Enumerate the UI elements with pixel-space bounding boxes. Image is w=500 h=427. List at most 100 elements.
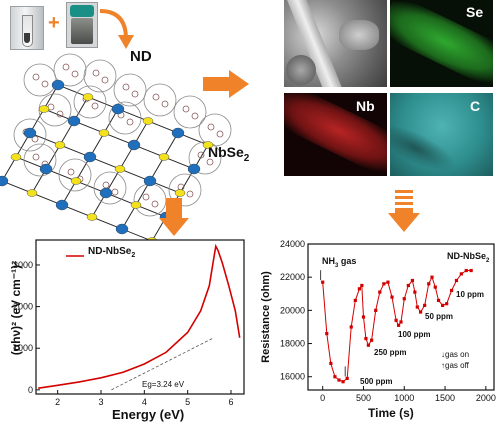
se-atom xyxy=(38,105,50,113)
sens-point xyxy=(396,323,401,327)
se-atom xyxy=(146,237,158,240)
sens-point xyxy=(410,278,415,283)
nb-atom xyxy=(187,163,201,175)
tauc-xlabel: Energy (eV) xyxy=(112,407,185,422)
sensing-conc-500: 500 ppm xyxy=(360,377,393,386)
sensing-conc-10: 10 ppm xyxy=(456,290,485,299)
nb-atom xyxy=(111,103,125,115)
nd-particle xyxy=(198,113,232,147)
nd-ring xyxy=(101,76,109,84)
sens-ytick-label: 22000 xyxy=(280,272,305,282)
nbse2-nd-structure-diagram xyxy=(0,53,232,240)
nb-atom xyxy=(67,115,81,127)
nd-ring xyxy=(151,200,159,208)
right-arrow xyxy=(203,70,249,98)
sens-point xyxy=(406,283,410,288)
sens-point xyxy=(341,380,345,384)
nd-ring xyxy=(67,168,75,176)
nb-atom xyxy=(171,127,185,139)
nd-particle xyxy=(108,101,142,135)
tauc-xtick-label: 5 xyxy=(185,397,190,407)
nd-ring xyxy=(152,93,160,101)
nd-ring xyxy=(161,100,169,108)
nb-atom xyxy=(127,139,141,151)
sens-point xyxy=(378,290,382,294)
se-atom xyxy=(158,153,170,161)
sensing-xlabel: Time (s) xyxy=(368,406,414,420)
nd-particle xyxy=(173,95,207,129)
gas-on-arrow-icon: ↓ xyxy=(441,350,445,359)
nd-ring xyxy=(122,83,130,91)
gas-off-arrow-icon: ↑ xyxy=(441,361,445,370)
nb-atom xyxy=(99,187,113,199)
sens-point xyxy=(382,282,386,286)
sensing-legend-on: ↓gas on xyxy=(441,350,469,359)
sens-point xyxy=(418,310,423,314)
sem-image-panel xyxy=(284,0,387,87)
nd-ring xyxy=(131,90,139,98)
nd-ring xyxy=(197,151,205,159)
nd-ring xyxy=(207,123,215,131)
sens-point xyxy=(353,298,357,303)
photo-vial-left xyxy=(10,6,44,50)
c-map-panel xyxy=(390,93,493,176)
sens-point xyxy=(357,287,361,291)
nd-ring xyxy=(62,63,70,71)
down-arrow-left xyxy=(159,198,189,236)
nd-ring xyxy=(56,110,64,118)
sens-point xyxy=(402,297,406,301)
sens-point xyxy=(374,308,378,312)
nd-particle xyxy=(143,83,177,117)
sens-point xyxy=(321,280,325,284)
nd-ring xyxy=(111,188,119,196)
tauc-legend: ND-NbSe2 xyxy=(88,246,135,259)
nd-particle xyxy=(168,173,202,207)
sens-point xyxy=(386,280,390,284)
tauc-legend-sub: 2 xyxy=(131,252,136,259)
gas-label-main: NH xyxy=(322,256,335,266)
nd-ring xyxy=(191,112,199,120)
sensing-title: ND-NbSe2 xyxy=(447,251,489,264)
se-map-label: Se xyxy=(466,4,484,20)
sens-point xyxy=(413,290,417,294)
sens-point xyxy=(364,336,368,341)
nd-label: ND xyxy=(130,48,152,65)
sens-point xyxy=(459,272,463,276)
sens-point xyxy=(433,285,437,289)
sens-point xyxy=(325,331,329,336)
nd-ring xyxy=(32,73,40,81)
sens-point xyxy=(423,303,427,307)
se-atom xyxy=(174,189,186,197)
nd-particle xyxy=(13,118,47,152)
sens-point xyxy=(360,283,364,288)
tauc-ylabel: (αhν)² (eV cm⁻¹)² xyxy=(9,260,23,356)
tauc-tangent-line xyxy=(111,337,214,391)
nb-atom xyxy=(23,127,37,139)
sens-point xyxy=(427,282,431,286)
tauc-plot: 2 3 4 5 6 0 1000 2000 3000 xyxy=(13,239,245,407)
tauc-ytick-label: 1000 xyxy=(13,343,33,353)
sens-xtick-label: 1000 xyxy=(394,393,414,403)
sensing-ylabel: Resistance (ohm) xyxy=(260,271,272,363)
se-atom xyxy=(98,129,110,137)
sens-point xyxy=(430,275,434,279)
gas-label-sub: 3 xyxy=(335,262,339,269)
nd-ring xyxy=(206,158,214,166)
gas-label-end: gas xyxy=(338,256,357,266)
photo-vial-right xyxy=(66,2,98,48)
nbse2-label-main: NbSe xyxy=(208,144,244,160)
sens-point xyxy=(399,320,403,324)
sens-xtick-label: 500 xyxy=(356,393,371,403)
nd-ring xyxy=(91,102,99,110)
sens-point xyxy=(454,278,459,283)
nb-atom xyxy=(55,199,69,211)
tauc-frame xyxy=(35,239,245,395)
se-atom xyxy=(114,165,126,173)
sensing-gas-label: NH3 gas xyxy=(322,256,356,269)
down-arrow-right xyxy=(388,190,420,232)
nb-atom xyxy=(0,175,9,187)
tauc-legend-main: ND-NbSe xyxy=(88,246,132,257)
nd-ring xyxy=(182,105,190,113)
nd-ring xyxy=(186,190,194,198)
se-atom xyxy=(54,141,66,149)
